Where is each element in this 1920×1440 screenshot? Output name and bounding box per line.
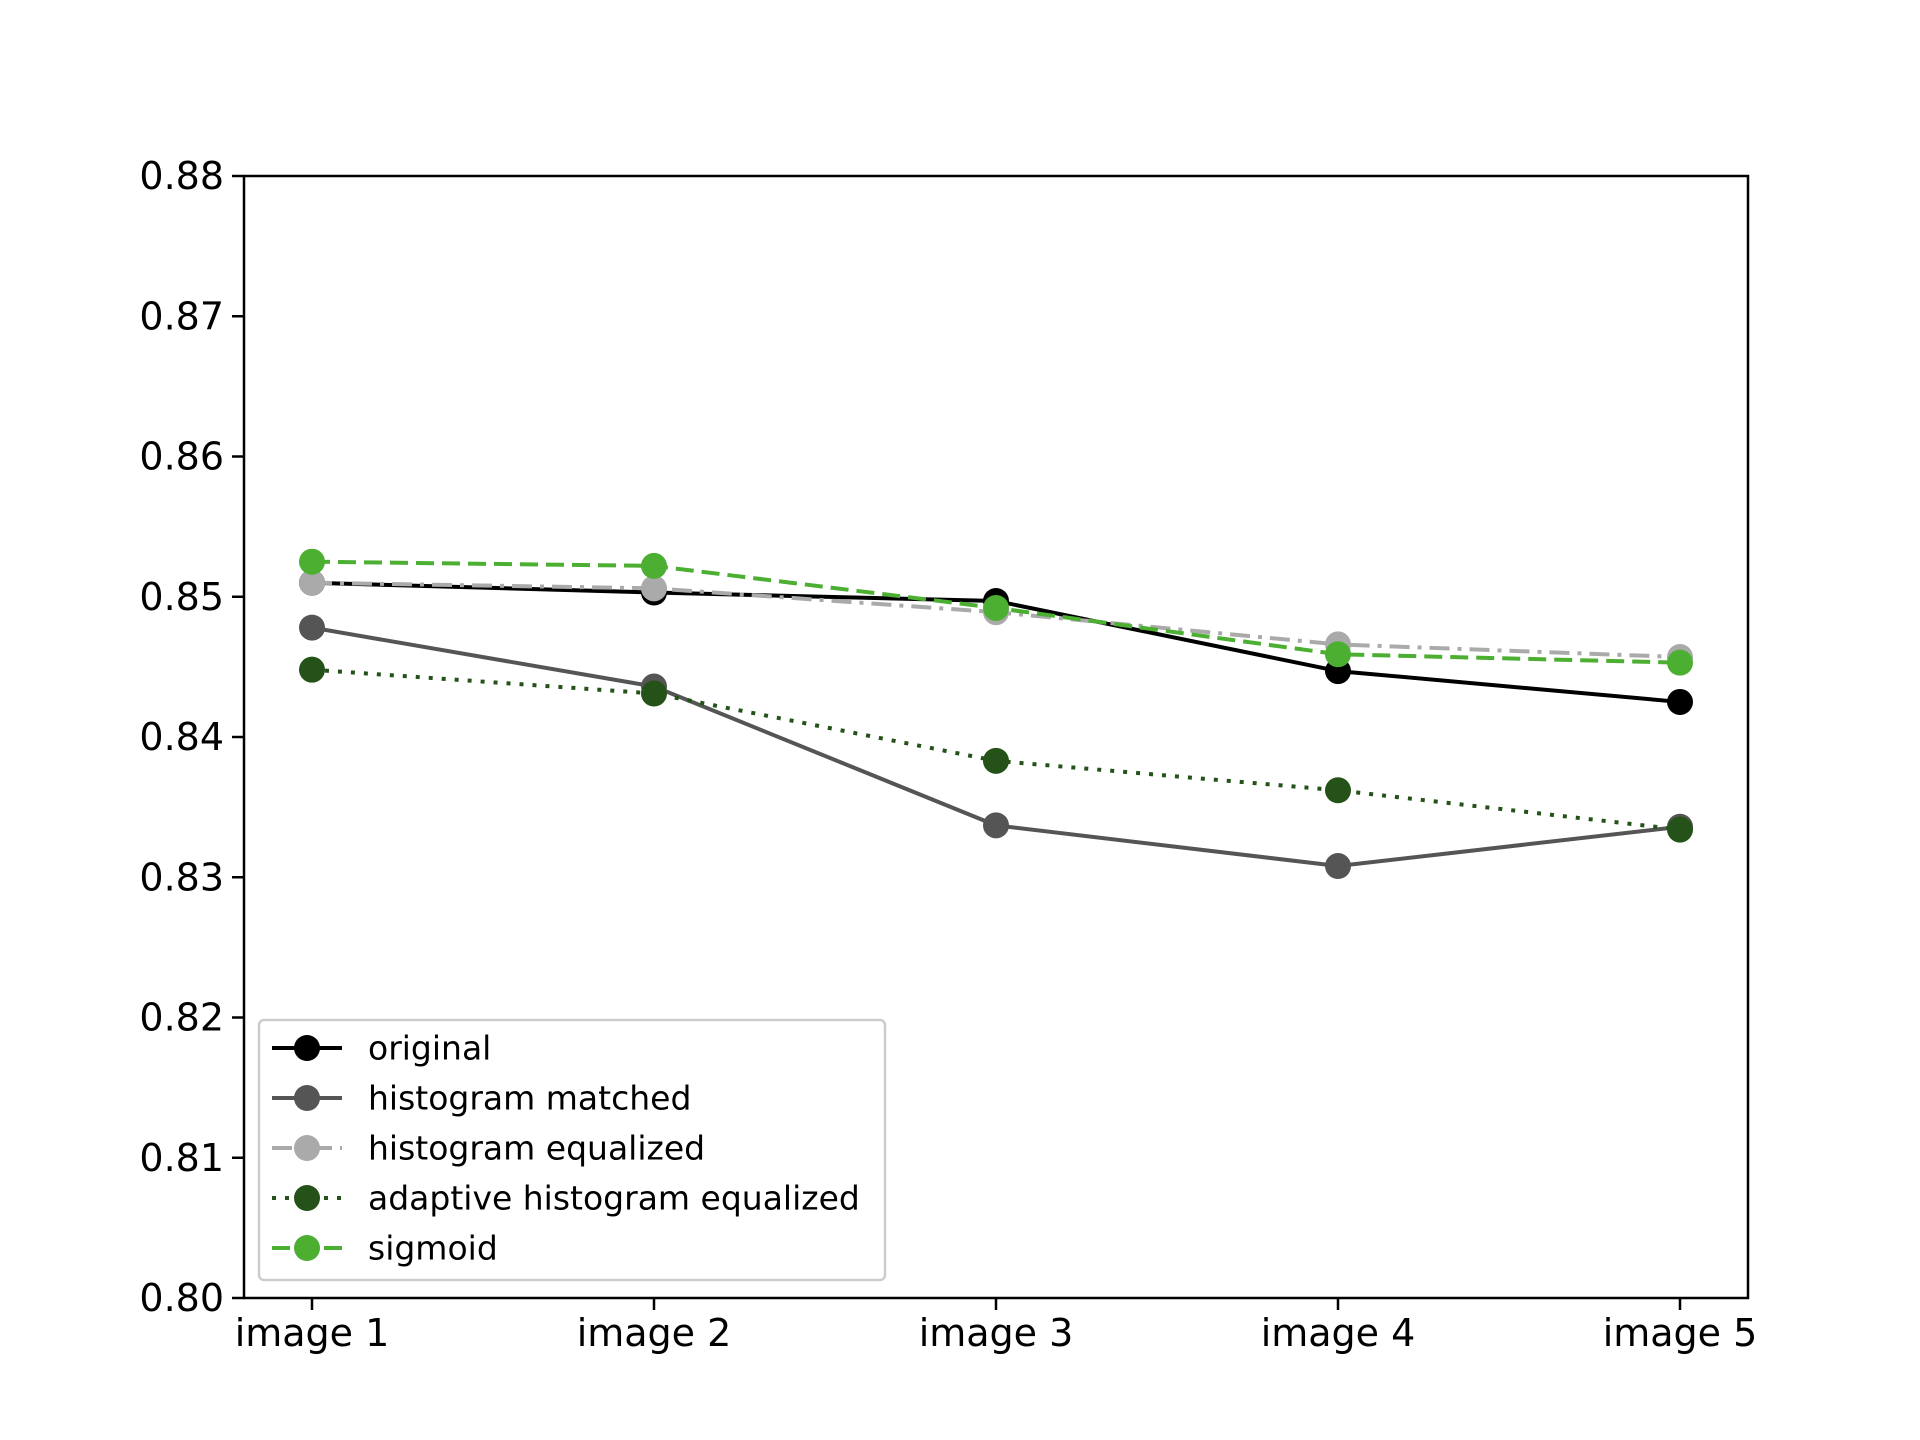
x-tick-label: image 5 (1603, 1311, 1758, 1355)
data-point (983, 812, 1009, 839)
legend-marker (294, 1135, 320, 1161)
legend-box (257, 1018, 887, 1282)
y-tick-label: 0.86 (139, 435, 224, 479)
legend-label: histogram equalized (368, 1129, 705, 1168)
legend-marker (294, 1085, 320, 1111)
plot-frame (242, 174, 1750, 1300)
data-point (299, 614, 325, 641)
legend-label: sigmoid (368, 1229, 498, 1268)
y-tick-label: 0.84 (139, 715, 224, 759)
series-layer (299, 548, 1693, 880)
legend-label: histogram matched (368, 1079, 691, 1118)
x-tick-label: image 2 (577, 1311, 732, 1355)
x-tick-label: image 1 (235, 1311, 390, 1355)
series-sigmoid (299, 548, 1693, 676)
legend-marker (294, 1185, 320, 1211)
data-point (1667, 816, 1693, 843)
data-point (299, 569, 325, 596)
data-point (1667, 649, 1693, 676)
legend-label: adaptive histogram equalized (368, 1179, 860, 1218)
series-adaptive-histogram-equalized (299, 656, 1693, 843)
legend-entry: histogram equalized (272, 1129, 705, 1168)
data-point (1667, 688, 1693, 715)
data-point (1325, 777, 1351, 804)
x-tick-label: image 4 (1261, 1311, 1416, 1355)
data-point (983, 747, 1009, 774)
legend-entry: sigmoid (272, 1229, 498, 1268)
y-axis: 0.80 0.81 0.82 0.83 0.84 0.85 0.86 0.87 0.88 (139, 154, 244, 1320)
data-point (1325, 641, 1351, 668)
data-point (1325, 853, 1351, 880)
data-point (641, 575, 667, 602)
legend: original histogram matched histogram equal… (257, 1018, 887, 1282)
y-tick-label: 0.82 (139, 996, 224, 1040)
y-tick-label: 0.88 (139, 154, 224, 198)
legend-marker (294, 1035, 320, 1061)
y-tick-label: 0.80 (139, 1276, 224, 1320)
data-point (983, 594, 1009, 621)
data-point (299, 548, 325, 575)
x-axis: image 1 image 2 image 3 image 4 image 5 (235, 1298, 1758, 1355)
legend-entry: histogram matched (272, 1079, 691, 1118)
legend-label: original (368, 1029, 491, 1068)
x-tick-label: image 3 (919, 1311, 1074, 1355)
legend-entry: adaptive histogram equalized (272, 1179, 860, 1218)
y-tick-label: 0.85 (139, 575, 224, 619)
legend-entry: original (272, 1029, 491, 1068)
y-tick-label: 0.81 (139, 1136, 224, 1180)
y-tick-label: 0.83 (139, 855, 224, 899)
legend-marker (294, 1235, 320, 1261)
data-point (299, 656, 325, 683)
y-tick-label: 0.87 (139, 294, 224, 338)
data-point (641, 552, 667, 579)
data-point (641, 680, 667, 707)
